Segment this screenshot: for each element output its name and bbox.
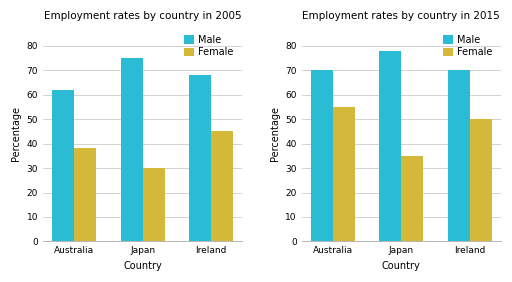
Y-axis label: Percentage: Percentage: [270, 106, 280, 161]
Bar: [121, 58, 142, 241]
Bar: [142, 168, 164, 241]
Bar: [448, 70, 470, 241]
X-axis label: Country: Country: [123, 261, 162, 271]
X-axis label: Country: Country: [382, 261, 421, 271]
Bar: [189, 75, 211, 241]
Bar: [311, 70, 333, 241]
Bar: [211, 131, 233, 241]
Bar: [52, 90, 74, 241]
Bar: [333, 107, 355, 241]
Bar: [379, 50, 401, 241]
Title: Employment rates by country in 2005: Employment rates by country in 2005: [44, 11, 241, 21]
Bar: [401, 156, 423, 241]
Legend: Male, Female: Male, Female: [439, 31, 496, 61]
Y-axis label: Percentage: Percentage: [11, 106, 21, 161]
Bar: [470, 119, 492, 241]
Title: Employment rates by country in 2015: Employment rates by country in 2015: [303, 11, 500, 21]
Legend: Male, Female: Male, Female: [181, 31, 237, 61]
Bar: [74, 148, 96, 241]
